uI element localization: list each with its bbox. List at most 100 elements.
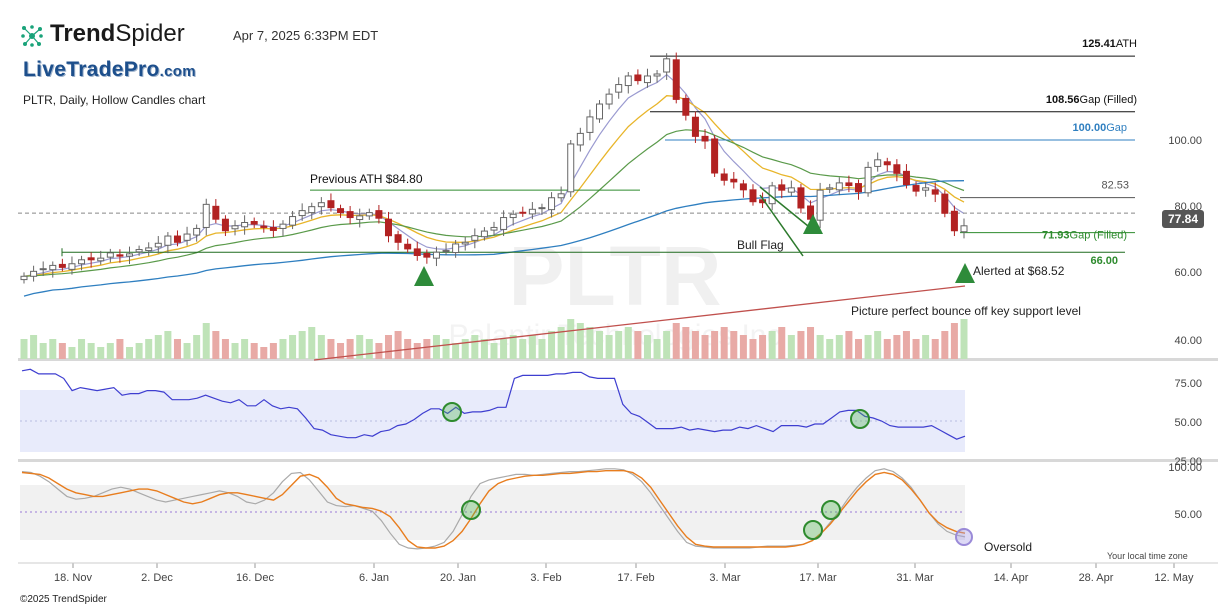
candle-down <box>720 173 728 181</box>
bull-flag-line <box>759 194 804 257</box>
candle-down <box>701 135 709 142</box>
price-axis-tick: 40.00 <box>1174 335 1202 347</box>
volume-bar <box>145 339 153 359</box>
candle-down <box>682 97 690 116</box>
volume-bar <box>960 319 968 359</box>
volume-bar <box>394 331 402 359</box>
volume-bar <box>797 331 805 359</box>
bull-flag-label: Bull Flag <box>737 238 784 252</box>
x-axis-tick-label: 28. Apr <box>1079 572 1114 584</box>
candle-up <box>183 233 191 241</box>
candle-up <box>816 189 824 221</box>
candle-down <box>797 187 805 209</box>
volume-bar <box>49 339 57 359</box>
volume-bar <box>173 339 181 359</box>
volume-bar <box>768 331 776 359</box>
volume-bar <box>58 343 66 359</box>
candle-up <box>643 75 651 84</box>
volume-bar <box>413 343 421 359</box>
candle-up <box>874 159 882 167</box>
candle-up <box>500 217 508 230</box>
candle-up <box>615 84 623 93</box>
sma-long-line <box>23 180 965 297</box>
volume-bar <box>874 331 882 359</box>
volume-bar <box>384 335 392 359</box>
candle-up <box>653 73 661 77</box>
candle-up <box>567 143 575 193</box>
candle-up <box>596 103 604 120</box>
x-axis-tick-label: 17. Feb <box>617 572 654 584</box>
timezone-note: Your local time zone <box>1107 551 1188 561</box>
stochastic-lines <box>21 468 966 550</box>
price-axis-tick: 60.00 <box>1174 267 1202 279</box>
volume-bar <box>528 335 536 359</box>
volume-bar <box>212 331 220 359</box>
candle-up <box>365 212 373 217</box>
last-price-badge <box>1162 210 1204 228</box>
volume-bar <box>116 339 124 359</box>
volume-bar <box>375 343 383 359</box>
candle-down <box>250 221 258 225</box>
volume-bar <box>97 347 105 359</box>
candle-down <box>672 59 680 100</box>
candle-up <box>835 182 843 191</box>
volume-bar <box>164 331 172 359</box>
candle-down <box>931 189 939 195</box>
volume-bar <box>807 327 815 359</box>
volume-bar <box>701 335 709 359</box>
candle-down <box>173 235 181 243</box>
candle-up <box>202 203 210 228</box>
rsi-signal-marker <box>442 402 462 422</box>
volume-bar <box>883 339 891 359</box>
volume-bar <box>826 339 834 359</box>
volume-bar <box>317 335 325 359</box>
volume-bar <box>452 343 460 359</box>
gap-filled-label-2: 71.93Gap (Filled) <box>1042 230 1127 242</box>
candle-down <box>423 253 431 258</box>
candle-down <box>394 234 402 243</box>
candle-up <box>826 187 834 190</box>
volume-bar <box>509 335 517 359</box>
rsi-signal-marker <box>850 409 870 429</box>
candle-down <box>912 185 920 192</box>
volume-bar <box>327 339 335 359</box>
volume-bar <box>432 335 440 359</box>
stoch-signal-marker <box>461 500 481 520</box>
candle-up <box>298 210 306 217</box>
x-axis-tick-label: 3. Mar <box>709 572 741 584</box>
volume-bar <box>576 323 584 359</box>
x-axis-tick-label: 6. Jan <box>359 572 389 584</box>
x-axis-tick-label: 17. Mar <box>799 572 837 584</box>
candle-up <box>663 58 671 73</box>
volume-bar <box>778 327 786 359</box>
volume-bar <box>950 323 958 359</box>
volume-bar <box>279 339 287 359</box>
candle-down <box>221 218 229 232</box>
candle-up <box>461 241 469 245</box>
volume-bar <box>720 327 728 359</box>
timestamp: Apr 7, 2025 6:33PM EDT <box>233 28 379 43</box>
volume-bar <box>221 339 229 359</box>
trendspider-logo-icon <box>20 24 44 48</box>
rsi-axis-tick: 75.00 <box>1174 378 1202 390</box>
candle-down <box>384 218 392 237</box>
candle-up <box>135 249 143 253</box>
candle-up <box>97 257 105 262</box>
x-axis-tick-label: 31. Mar <box>896 572 934 584</box>
x-axis-tick-label: 16. Dec <box>236 572 274 584</box>
candle-up <box>20 275 28 281</box>
stoch-d-line <box>21 470 966 549</box>
volume-bar <box>538 339 546 359</box>
volume-bar <box>346 339 354 359</box>
volume-bar <box>193 335 201 359</box>
ema-slow-line <box>23 129 965 277</box>
candle-down <box>634 74 642 82</box>
volume-bar <box>78 339 86 359</box>
volume-bar <box>126 347 134 359</box>
rsi-axis-tick: 50.00 <box>1174 417 1202 429</box>
volume-bar <box>289 335 297 359</box>
candle-down <box>519 211 527 214</box>
candle-up <box>289 216 297 226</box>
brand-name-bold: Trend <box>50 20 116 47</box>
